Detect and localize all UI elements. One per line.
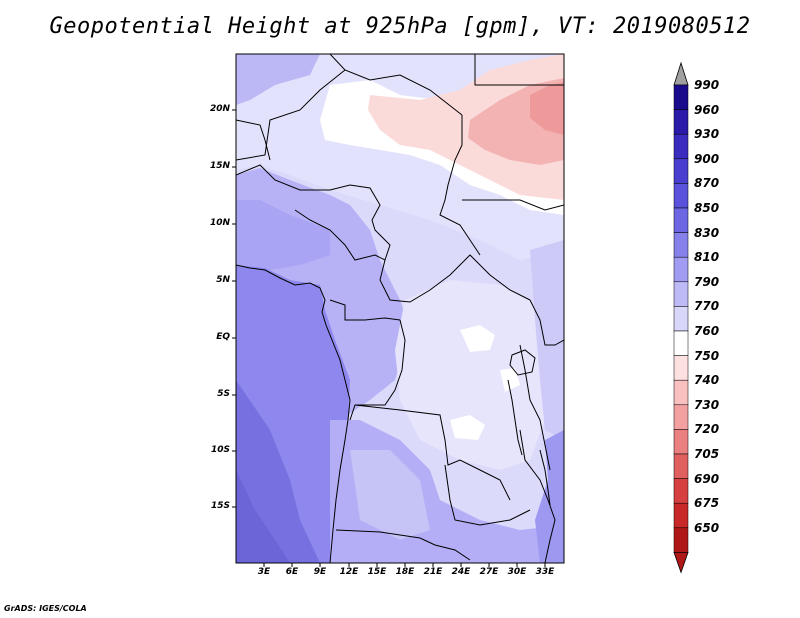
colorbar-swatch [673, 478, 689, 504]
border-mozambique [519, 429, 556, 563]
field-sahara-core [530, 82, 564, 135]
colorbar-label: 750 [694, 348, 720, 363]
colorbar-swatch [673, 527, 689, 553]
colorbar-swatch [673, 355, 689, 381]
field-angola [350, 450, 430, 540]
border-north-sudan [462, 199, 564, 211]
border-mali [236, 69, 346, 161]
colorbar [673, 61, 689, 574]
border-sahel [236, 164, 531, 303]
field-east-coast [535, 430, 564, 563]
border-zambia [444, 464, 531, 526]
colorbar-swatch [673, 158, 689, 184]
field-sahara-pink [368, 54, 564, 200]
colorbar-label: 930 [694, 127, 720, 142]
colorbar-swatch [673, 330, 689, 356]
lake-malawi [539, 449, 551, 506]
chart-title: Geopotential Height at 925hPa [gpm], VT:… [49, 14, 751, 39]
lat-label: 5S [217, 389, 230, 399]
grads-credit: GrADS: IGES/COLA [4, 604, 87, 613]
colorbar-swatch [673, 109, 689, 135]
colorbar-label: 705 [694, 447, 720, 461]
colorbar-swatch [673, 183, 689, 209]
lat-label: 20N [209, 104, 230, 114]
colorbar-label: 870 [694, 176, 720, 191]
colorbar-top-arrow [673, 61, 689, 86]
colorbar-label: 720 [694, 422, 720, 437]
colorbar-swatch [673, 256, 689, 283]
colorbar-label: 790 [694, 274, 720, 289]
border-libya-egypt [474, 54, 564, 86]
lon-label: 27E [479, 567, 499, 577]
field-guinea-coast [236, 200, 330, 270]
border-nigeria [294, 209, 386, 261]
axis-ticks [232, 109, 546, 567]
colorbar-label: 675 [694, 496, 720, 511]
colorbar-swatch [673, 404, 689, 430]
lon-label: 18E [395, 567, 415, 577]
lat-label: 5N [216, 275, 230, 285]
field-atlantic-deepest [236, 470, 290, 563]
lon-label: 6E [285, 567, 299, 577]
colorbar-label: 770 [694, 299, 720, 314]
lake-tanganyika [507, 379, 523, 456]
coastline [236, 264, 351, 563]
field-congo-white-1 [460, 325, 495, 352]
field-congo-white-2 [500, 368, 520, 392]
colorbar-label: 990 [694, 78, 720, 92]
lon-label: 21E [423, 567, 443, 577]
border-angola-namibia [335, 529, 471, 561]
lat-label: 10S [210, 445, 230, 455]
lat-label: 15N [209, 161, 230, 171]
colorbar-swatch [673, 207, 689, 233]
height-field [236, 54, 564, 563]
lake-victoria [509, 349, 536, 376]
colorbar-label: 960 [694, 102, 720, 117]
colorbar-swatch [673, 133, 689, 160]
colorbar-label: 830 [694, 225, 720, 240]
colorbar-label: 810 [694, 250, 720, 265]
border-drc-south [354, 404, 511, 501]
colorbar-label: 760 [694, 324, 720, 338]
colorbar-swatch [673, 306, 689, 332]
border-cameroon [329, 299, 401, 321]
lon-label: 33E [535, 567, 555, 577]
field-northwest [236, 54, 320, 105]
border-west-mauritania [236, 119, 271, 161]
lon-label: 24E [451, 567, 471, 577]
lat-label: 10N [209, 218, 230, 228]
colorbar-label: 650 [694, 520, 720, 535]
colorbar-swatch [673, 429, 689, 455]
lat-label: EQ [216, 332, 230, 342]
colorbar-swatch [673, 502, 689, 529]
lat-label: 15S [210, 501, 230, 511]
colorbar-label: 740 [694, 373, 720, 388]
country-borders [236, 54, 564, 563]
colorbar-label: 850 [694, 201, 720, 215]
colorbar-swatch [673, 84, 689, 110]
lon-label: 12E [339, 567, 359, 577]
lon-label: 30E [507, 567, 527, 577]
colorbar-swatch [673, 379, 689, 406]
border-east [529, 299, 564, 346]
colorbar-label: 730 [694, 397, 720, 412]
field-congo-white-3 [450, 415, 485, 440]
field-congo-basin [395, 280, 545, 470]
border-chad-sudan [439, 115, 481, 256]
lon-label: 15E [367, 567, 387, 577]
lon-label: 3E [257, 567, 271, 577]
border-tanzania [519, 344, 551, 471]
border-niger [329, 54, 463, 116]
colorbar-bottom-arrow [673, 552, 689, 574]
colorbar-swatch [673, 453, 689, 479]
colorbar-swatch [673, 232, 689, 258]
colorbar-label: 900 [694, 151, 720, 166]
colorbar-label: 690 [694, 471, 720, 486]
lon-label: 9E [313, 567, 327, 577]
colorbar-swatch [673, 281, 689, 307]
field-east-africa [530, 240, 564, 440]
map-frame [235, 53, 565, 564]
